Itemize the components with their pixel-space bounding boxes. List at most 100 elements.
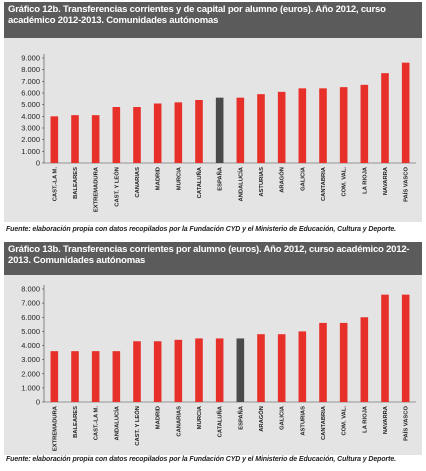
bar: [319, 88, 327, 163]
bar: [277, 91, 286, 163]
x-tick-label: COM. VAL.: [342, 167, 348, 197]
chart: 0 1.000 2.000 3.000 4.000 5.000 6.000 7.000 8.00…: [4, 275, 422, 455]
bar: [257, 334, 265, 402]
bar: [71, 115, 79, 163]
bar: [112, 107, 121, 163]
bar: [50, 351, 59, 402]
bar: [71, 351, 79, 402]
bar: [277, 334, 286, 402]
x-tick-label: GALICIA: [300, 166, 306, 191]
y-tick-label: 2.000: [21, 369, 40, 378]
bar: [174, 339, 183, 402]
bar: [215, 338, 224, 402]
bar: [360, 84, 369, 163]
bar: [91, 115, 100, 163]
chart-title: Gráfico 12b. Transferencias corrientes y…: [4, 2, 422, 38]
y-tick-label: 4.000: [21, 112, 40, 121]
bar: [50, 116, 59, 163]
bar: [339, 322, 348, 402]
y-tick-label: 9.000: [21, 54, 40, 63]
x-tick-label: CAST. Y LEÓN: [112, 167, 120, 207]
x-tick-label: LA RIOJA: [362, 166, 368, 194]
bar: [319, 322, 327, 402]
x-tick-label: CANTABRIA: [321, 405, 327, 440]
x-tick-label: ANDALUCÍA: [236, 166, 244, 201]
bar: [360, 317, 369, 402]
x-tick-label: EXTREMADURA: [94, 166, 100, 212]
x-tick-label: ANDALUCÍA: [112, 405, 120, 440]
x-tick-label: MADRID: [156, 167, 162, 190]
y-tick-label: 6.000: [21, 313, 40, 322]
x-tick-label: LA RIOJA: [362, 405, 368, 433]
bar: [133, 107, 141, 163]
y-tick-label: 0: [36, 159, 40, 168]
y-tick-label: 4.000: [21, 341, 40, 350]
x-tick-label: CANARIAS: [176, 406, 182, 437]
x-tick-label: CANARIAS: [135, 167, 141, 198]
x-tick-label: MURCIA: [197, 405, 203, 429]
bar: [381, 73, 389, 163]
bar: [215, 97, 224, 163]
x-tick-label: BALEARES: [73, 406, 79, 438]
x-tick-label: MADRID: [156, 406, 162, 429]
x-tick-label: CANTABRIA: [321, 166, 327, 201]
bar: [401, 294, 410, 402]
y-tick-label: 8.000: [21, 285, 40, 294]
y-tick-label: 7.000: [21, 299, 40, 308]
x-tick-label: ESPAÑA: [217, 166, 224, 191]
x-tick-label: PAÍS VASCO: [402, 406, 410, 441]
y-tick-label: 3.000: [21, 355, 40, 364]
bar: [236, 338, 245, 402]
bar: [195, 338, 203, 402]
plot-background: [4, 275, 422, 455]
y-tick-label: 3.000: [21, 124, 40, 133]
y-tick-label: 5.000: [21, 100, 40, 109]
source-note: Fuente: elaboración propia con datos rec…: [6, 456, 396, 463]
x-tick-label: ASTURIAS: [259, 167, 265, 197]
bar: [153, 103, 162, 163]
chart: 0 1.000 2.000 3.000 4.000 5.000 6.000 7.000 8.00…: [4, 38, 422, 222]
x-tick-label: GALICIA: [280, 405, 286, 430]
bar: [298, 88, 307, 163]
x-tick-label: PAÍS VASCO: [402, 167, 410, 202]
y-tick-label: 8.000: [21, 65, 40, 74]
bar: [298, 331, 307, 402]
x-tick-label: ASTURIAS: [300, 406, 306, 436]
x-tick-label: CATALUÑA: [217, 405, 224, 437]
x-tick-label: COM. VAL.: [342, 406, 348, 436]
bar: [339, 87, 348, 163]
bar: [236, 97, 245, 163]
x-tick-label: NAVARRA: [383, 405, 389, 434]
bar: [133, 341, 141, 402]
y-tick-label: 1.000: [21, 383, 40, 392]
plot-background: [4, 38, 422, 222]
y-tick-label: 6.000: [21, 89, 40, 98]
bar: [112, 351, 121, 402]
y-tick-label: 7.000: [21, 77, 40, 86]
bar: [174, 102, 183, 163]
bar: [91, 351, 100, 402]
x-tick-label: ARAGÓN: [278, 167, 286, 193]
x-tick-label: MURCIA: [176, 166, 182, 190]
y-tick-label: 0: [36, 398, 40, 407]
x-tick-label: EXTREMADURA: [52, 405, 58, 451]
x-tick-label: CAST. Y LEÓN: [133, 406, 141, 446]
y-tick-label: 2.000: [21, 135, 40, 144]
bar: [153, 341, 162, 402]
x-tick-label: ARAGÓN: [257, 406, 265, 432]
y-tick-label: 1.000: [21, 147, 40, 156]
x-tick-label: NAVARRA: [383, 166, 389, 195]
chart-title: Gráfico 13b. Transferencias corrientes p…: [4, 242, 422, 275]
x-tick-label: CAST.-LA M.: [52, 167, 58, 202]
bar: [257, 94, 265, 163]
x-tick-label: CAST.-LA M.: [94, 406, 100, 441]
y-tick-label: 5.000: [21, 327, 40, 336]
source-note: Fuente: elaboración propia con datos rec…: [6, 226, 396, 233]
x-tick-label: ESPAÑA: [237, 405, 244, 430]
x-tick-label: BALEARES: [73, 167, 79, 199]
bar: [381, 294, 389, 402]
x-tick-label: CATALUÑA: [196, 166, 203, 198]
bar: [195, 100, 203, 163]
bar: [401, 62, 410, 163]
